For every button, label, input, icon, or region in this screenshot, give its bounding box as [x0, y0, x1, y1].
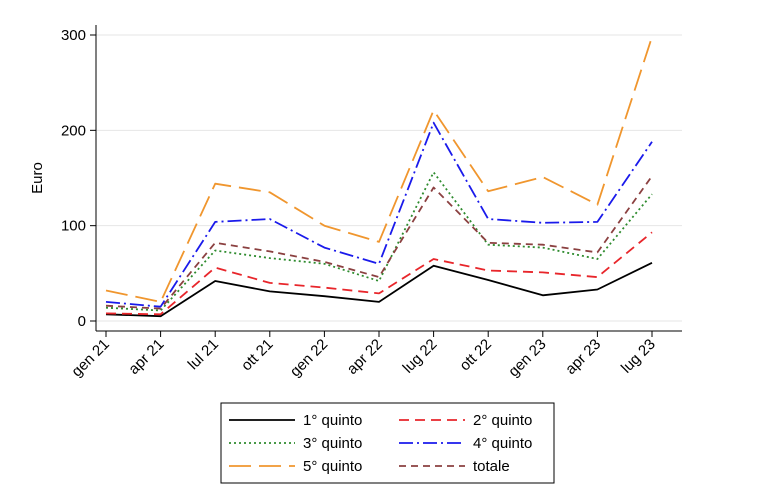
x-tick-label: ott 22: [456, 336, 495, 375]
x-tick-label: lug 22: [400, 336, 441, 377]
legend-label: 3° quinto: [303, 435, 362, 452]
series-line: [105, 175, 653, 310]
y-tick-label: 300: [61, 27, 86, 44]
x-tick-label: apr 22: [344, 336, 386, 378]
x-tick-label: gen 22: [287, 336, 331, 380]
legend-label: 1° quinto: [303, 412, 362, 429]
x-tick-label: gen 21: [68, 336, 112, 380]
series-lines: [105, 36, 653, 318]
x-tick-label: apr 23: [562, 336, 604, 378]
series-line: [105, 261, 653, 318]
legend-box: [220, 402, 555, 484]
x-tick-label: lul 21: [185, 336, 222, 373]
y-tick-label: 100: [61, 218, 86, 235]
legend-label: 2° quinto: [473, 412, 532, 429]
legend-label: totale: [473, 458, 510, 475]
axes: 0 100 200 300 gen 21 apr 21 lul 21 ott 21 gen 22…: [61, 25, 682, 380]
gridlines: [96, 34, 682, 322]
x-tick-label: lug 23: [618, 336, 659, 377]
x-tick-label: ott 21: [238, 336, 277, 375]
x-tick-label: gen 23: [505, 336, 549, 380]
series-line: [105, 121, 653, 308]
y-axis-label: Euro: [29, 162, 46, 194]
x-tick-label: apr 21: [125, 336, 167, 378]
y-tick-label: 200: [61, 122, 86, 139]
series-line: [105, 231, 653, 316]
legend-label: 4° quinto: [473, 435, 532, 452]
legend: 1° quinto 2° quinto 3° quinto 4° quinto 5° q…: [220, 402, 555, 484]
y-tick-label: 0: [78, 313, 86, 330]
legend-label: 5° quinto: [303, 458, 362, 475]
series-line: [105, 36, 653, 303]
